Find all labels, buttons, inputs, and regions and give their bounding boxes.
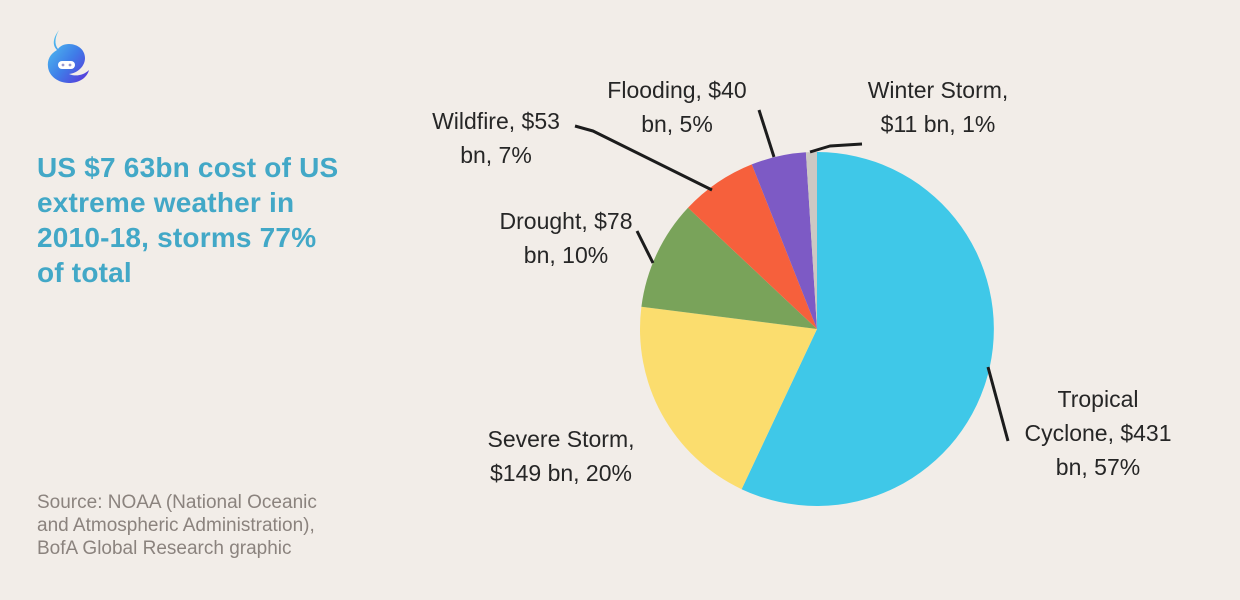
- pie-label-flooding: Flooding, $40 bn, 5%: [607, 73, 746, 141]
- pie-label-line: $149 bn, 20%: [490, 460, 632, 486]
- leader-line-tropical-cyclone: [986, 366, 1010, 442]
- pie-slice-flooding: [751, 152, 817, 329]
- pie-label-line: Tropical: [1057, 386, 1139, 412]
- pie-label-line: bn, 57%: [1055, 454, 1141, 480]
- page-title-line: extreme weather in: [37, 186, 295, 218]
- source-note: Source: NOAA (National Oceanic and Atmos…: [37, 491, 317, 560]
- logo-pill-dot: [68, 63, 72, 67]
- pie-label-line: bn, 7%: [460, 142, 532, 168]
- page-title-line: US $7 63bn cost of US: [37, 151, 339, 183]
- logo-swoosh-shape: [47, 30, 89, 83]
- pie-label-line: Wildfire, $53: [432, 108, 560, 134]
- page-title: US $7 63bn cost of US extreme weather in…: [37, 150, 338, 290]
- pie-label-line: bn, 10%: [523, 242, 609, 268]
- logo-pill: [58, 61, 75, 69]
- pie-label-line: Severe Storm,: [487, 426, 635, 452]
- pie-slice-drought: [641, 207, 817, 329]
- pie-label-line: $11 bn, 1%: [880, 111, 996, 137]
- leader-line-flooding: [757, 109, 776, 158]
- brand-logo-icon: [47, 30, 89, 83]
- pie-label-line: Drought, $78: [499, 208, 633, 234]
- pie-slice-tropical-cyclone: [741, 152, 994, 506]
- pie-label-line: Winter Storm,: [867, 77, 1009, 103]
- pie-slice-winter-storm: [805, 151, 817, 329]
- pie-label-line: bn, 5%: [641, 111, 713, 137]
- leader-line-winter-storm: [809, 142, 863, 154]
- pie-label-winter-storm: Winter Storm, $11 bn, 1%: [868, 73, 1009, 141]
- pie-label-severe-storm: Severe Storm, $149 bn, 20%: [488, 422, 635, 490]
- leader-line-drought: [635, 230, 655, 264]
- logo-pill-dot: [61, 63, 65, 67]
- leader-line-wildfire: [574, 124, 713, 192]
- source-note-line: and Atmospheric Administration),: [37, 515, 315, 536]
- page-title-line: 2010-18, storms 77%: [37, 221, 317, 253]
- pie-label-wildfire: Wildfire, $53 bn, 7%: [432, 104, 560, 172]
- page-title-line: of total: [37, 256, 132, 288]
- pie-slice-severe-storm: [639, 306, 817, 490]
- pie-label-drought: Drought, $78 bn, 10%: [500, 204, 633, 272]
- pie-label-line: Flooding, $40: [607, 77, 747, 103]
- pie-slice-wildfire: [688, 164, 817, 329]
- source-note-line: BofA Global Research graphic: [37, 538, 292, 559]
- pie-label-line: Cyclone, $431: [1024, 420, 1172, 446]
- source-note-line: Source: NOAA (National Oceanic: [37, 492, 317, 513]
- pie-label-tropical-cyclone: Tropical Cyclone, $431 bn, 57%: [1024, 382, 1171, 484]
